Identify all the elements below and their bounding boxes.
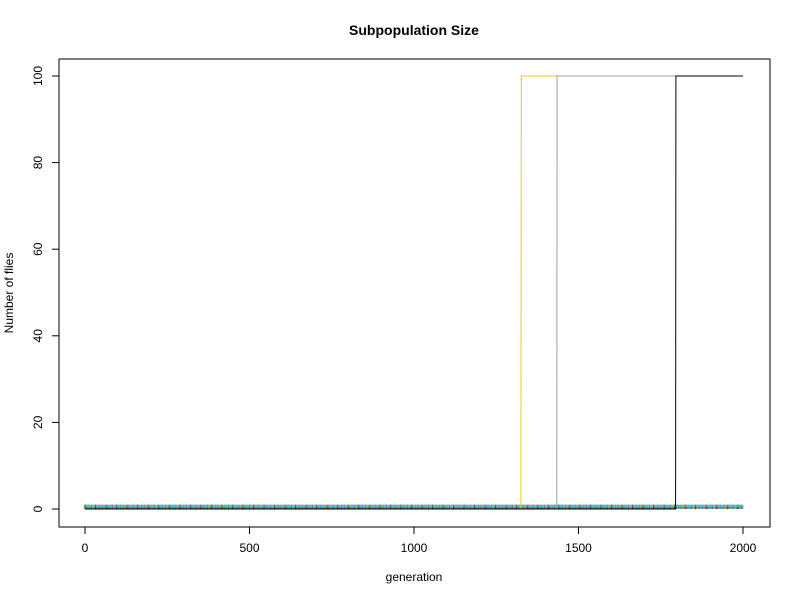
x-tick-label: 1500 — [565, 541, 592, 555]
x-axis: 0 500 1000 1500 2000 — [82, 526, 757, 555]
y-tick-label: 0 — [31, 505, 45, 512]
plot-border — [58, 58, 771, 528]
y-axis-label: Number of flies — [2, 253, 16, 334]
series-line-2 — [85, 75, 743, 510]
y-tick-label: 20 — [31, 415, 45, 429]
x-tick-label: 500 — [239, 541, 259, 555]
axes: 0 500 1000 1500 2000 0 20 40 60 80 100 — [31, 66, 757, 555]
x-tick-label: 1000 — [401, 541, 428, 555]
x-axis-label: generation — [386, 570, 443, 584]
plot-area — [84, 75, 744, 510]
y-axis: 0 20 40 60 80 100 — [31, 66, 60, 512]
y-tick-label: 60 — [31, 242, 45, 256]
y-tick-label: 40 — [31, 329, 45, 343]
series-line-1 — [85, 75, 743, 510]
series-line-3 — [85, 75, 743, 510]
x-tick-label: 2000 — [730, 541, 757, 555]
chart-title: Subpopulation Size — [349, 22, 479, 38]
baseline-lines — [84, 504, 744, 509]
y-tick-label: 80 — [31, 156, 45, 170]
x-tick-label: 0 — [82, 541, 89, 555]
y-tick-label: 100 — [31, 66, 45, 86]
